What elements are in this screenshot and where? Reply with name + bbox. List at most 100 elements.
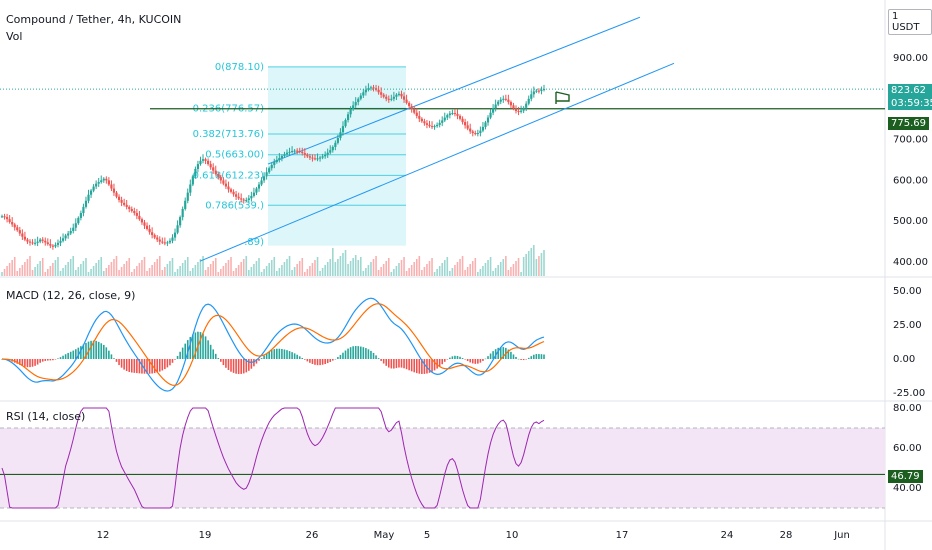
candle-body [235, 194, 238, 197]
support-level-badge: 775.69 [888, 117, 929, 130]
macd-histogram-bar [39, 359, 41, 363]
volume-bar [29, 256, 31, 276]
candle-body [145, 225, 149, 229]
macd-histogram-bar [286, 350, 288, 359]
volume-bar [49, 266, 52, 276]
volume-bar [47, 269, 49, 276]
macd-histogram-bar [146, 359, 148, 374]
macd-histogram-bar [26, 359, 29, 368]
candle-body [443, 117, 446, 121]
candle-body [242, 199, 245, 201]
volume-bar [120, 267, 123, 276]
macd-histogram-bar [301, 357, 304, 359]
candle-body [219, 177, 222, 181]
currency-button[interactable]: 1 USDT [888, 9, 932, 35]
volume-bar [421, 270, 423, 276]
candle-body [268, 168, 271, 173]
volume-bar [174, 272, 176, 276]
candle-body [72, 227, 75, 231]
volume-bar [31, 270, 34, 276]
macd-histogram-bar [510, 351, 512, 359]
volume-bar [184, 260, 187, 276]
macd-histogram-bar [334, 358, 337, 360]
macd-histogram-bar [306, 359, 309, 362]
macd-histogram-bar [253, 359, 255, 367]
volume-bar [77, 267, 80, 276]
candle-body [489, 112, 492, 118]
volume-bar [398, 263, 400, 276]
candle-body [461, 118, 464, 123]
candle-body [130, 208, 133, 211]
candle-body [275, 160, 278, 163]
candle-body [39, 239, 42, 242]
volume-bar [525, 254, 527, 276]
volume-bar [171, 258, 174, 276]
macd-histogram-bar [342, 352, 344, 359]
volume-bar [240, 262, 242, 276]
macd-histogram-bar [102, 344, 105, 359]
macd-histogram-bar [120, 359, 123, 368]
macd-histogram-bar [222, 359, 225, 366]
candle-body [166, 242, 169, 244]
candle-body [542, 89, 546, 91]
candle-body [179, 217, 182, 226]
candle-body [346, 114, 350, 121]
macd-histogram-bar [408, 359, 410, 371]
candle-body [339, 132, 342, 138]
volume-bar [464, 270, 466, 276]
candle-body [507, 99, 510, 103]
volume-bar [306, 269, 309, 276]
macd-histogram-bar [276, 348, 278, 359]
candle-body [222, 180, 225, 184]
macd-histogram-bar [97, 341, 100, 359]
volume-bar [222, 266, 225, 276]
candle-body [3, 216, 6, 218]
volume-bar [331, 248, 334, 276]
candle-body [397, 93, 401, 95]
candle-body [372, 87, 375, 89]
candle-body [102, 178, 105, 181]
volume-bar [484, 263, 487, 276]
fib-level-label: 0.618(612.23) [193, 170, 265, 181]
macd-histogram-bar [189, 336, 192, 359]
candle-body [110, 184, 113, 189]
macd-histogram-bar [395, 359, 398, 369]
candle-body [191, 176, 194, 185]
volume-bar [520, 272, 522, 276]
volume-bar [273, 257, 276, 276]
macd-histogram-bar [207, 340, 209, 359]
macd-histogram-bar [67, 352, 69, 359]
candle-body [117, 196, 121, 200]
candle-body [522, 107, 525, 111]
volume-bar [250, 267, 253, 276]
volume-bar [515, 261, 517, 276]
macd-histogram-bar [349, 347, 352, 359]
macd-histogram-bar [426, 359, 428, 374]
volume-bar [494, 268, 497, 276]
macd-histogram-bar [385, 359, 388, 366]
candle-body [458, 115, 462, 119]
fib-level-label: .89) [244, 237, 264, 248]
candle-body [41, 239, 44, 241]
volume-bar [151, 265, 153, 276]
volume-bar [400, 260, 403, 276]
candle-body [69, 230, 72, 234]
volume-bar [54, 260, 57, 276]
macd-histogram-bar [339, 354, 342, 359]
volume-bar [143, 257, 146, 276]
volume-bar [44, 272, 47, 276]
volume-bar [362, 271, 365, 276]
candle-body [74, 223, 77, 228]
volume-bar [512, 264, 515, 276]
macd-histogram-bar [123, 359, 125, 370]
time-axis-tick: 28 [780, 530, 793, 541]
macd-histogram-bar [319, 359, 321, 366]
macd-histogram-bar [108, 350, 110, 359]
macd-histogram-bar [164, 359, 166, 370]
candle-body [402, 96, 406, 100]
volume-bar [220, 269, 222, 276]
volume-bar [62, 268, 64, 276]
candle-body [331, 146, 334, 151]
time-axis-tick: May [374, 530, 395, 541]
